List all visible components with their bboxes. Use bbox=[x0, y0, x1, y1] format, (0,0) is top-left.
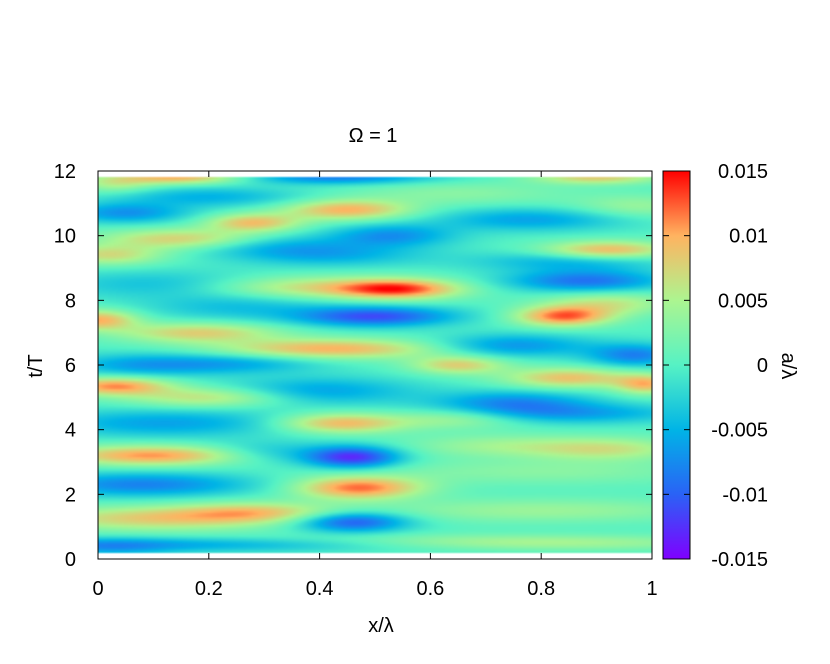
chart-title: Ω = 1 bbox=[349, 125, 398, 147]
y-tick-label: 12 bbox=[54, 161, 76, 183]
colorbar-tick-label: -0.01 bbox=[722, 484, 768, 506]
x-tick-label: 0 bbox=[92, 578, 103, 600]
colorbar-tick-label: -0.015 bbox=[711, 549, 768, 571]
y-tick-label: 8 bbox=[65, 290, 76, 312]
colorbar-label: a/λ bbox=[777, 353, 799, 380]
colorbar-tick-label: -0.005 bbox=[711, 420, 768, 442]
plot-frame bbox=[97, 170, 653, 560]
x-tick-label: 0.8 bbox=[527, 578, 555, 600]
x-axis-ticks: 0 0.2 0.4 0.6 0.8 1 bbox=[92, 171, 658, 600]
plot-area: 0 0.2 0.4 0.6 0.8 1 0 2 4 6 8 10 12 bbox=[54, 161, 658, 600]
x-tick-label: 0.4 bbox=[306, 578, 334, 600]
y-tick-label: 4 bbox=[65, 420, 76, 442]
colorbar: -0.015 -0.01 -0.005 0 0.005 0.01 0.015 bbox=[662, 161, 768, 571]
colorbar-ticks: -0.015 -0.01 -0.005 0 0.005 0.01 0.015 bbox=[663, 161, 768, 571]
x-tick-label: 1 bbox=[646, 578, 657, 600]
colorbar-tick-label: 0 bbox=[757, 355, 768, 377]
y-tick-label: 2 bbox=[65, 484, 76, 506]
colorbar-tick-label: 0.01 bbox=[729, 226, 768, 248]
y-tick-label: 10 bbox=[54, 226, 76, 248]
colorbar-tick-label: 0.015 bbox=[718, 161, 768, 183]
y-tick-label: 6 bbox=[65, 355, 76, 377]
y-axis-label: t/T bbox=[25, 354, 47, 377]
colorbar-tick-label: 0.005 bbox=[718, 290, 768, 312]
x-axis-label: x/λ bbox=[368, 615, 394, 637]
heatmap-image bbox=[98, 171, 652, 559]
colorbar-frame bbox=[662, 170, 691, 560]
x-tick-label: 0.6 bbox=[416, 578, 444, 600]
y-tick-label: 0 bbox=[65, 549, 76, 571]
x-tick-label: 0.2 bbox=[195, 578, 223, 600]
